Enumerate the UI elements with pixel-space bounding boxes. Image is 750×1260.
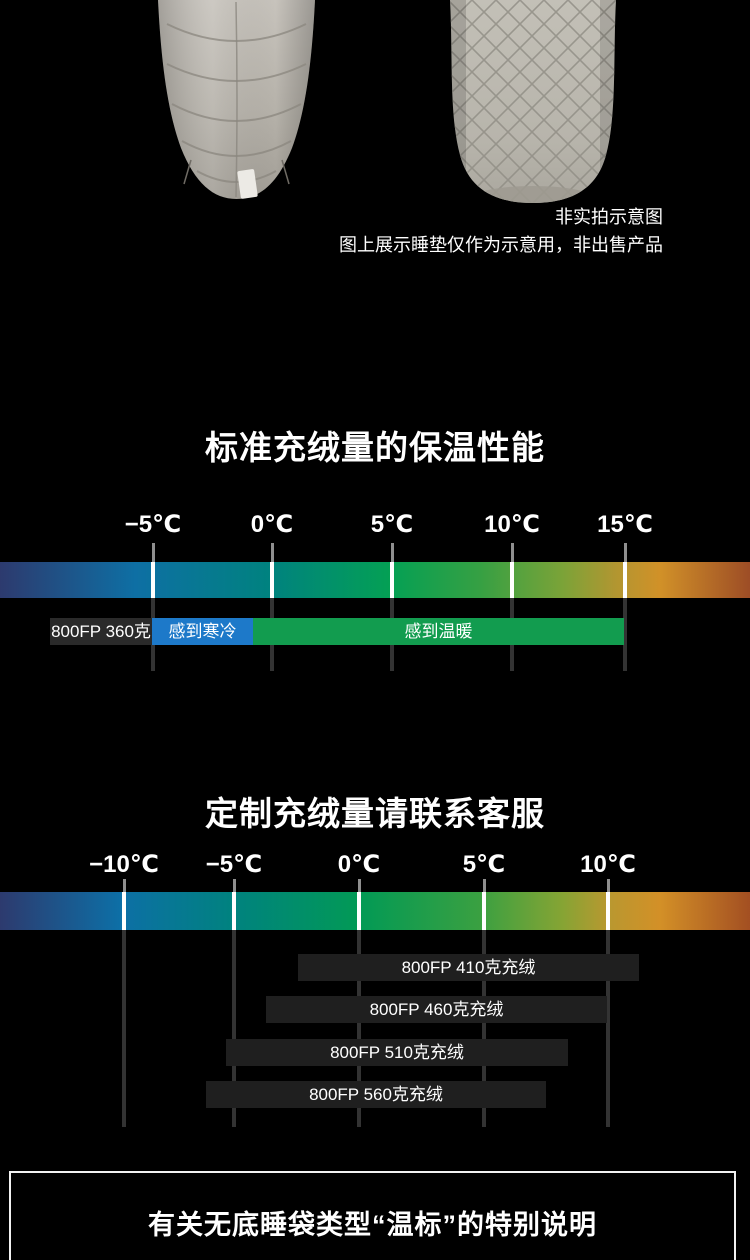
tick-line-bar [357, 892, 361, 930]
tick-line-bar [623, 562, 627, 598]
tick-label: 0℃ [250, 511, 294, 538]
tick-line-lower [232, 930, 236, 1127]
tick-line-lower [623, 598, 627, 671]
tick-line-bar [482, 892, 486, 930]
range-segment: 感到温暖 [253, 618, 624, 645]
tick-line-lower [122, 930, 126, 1127]
disclaimer-line1: 非实拍示意图 [555, 207, 663, 227]
tick-line-lower [270, 598, 274, 671]
tick-line-upper [270, 543, 274, 562]
disclaimer-line2: 图上展示睡垫仅作为示意用，非出售产品 [339, 235, 663, 255]
custom-fill-section-title: 定制充绒量请联系客服 [205, 795, 545, 832]
tick-line-upper [232, 879, 236, 892]
footer-note-title: 有关无底睡袋类型“温标”的特别说明 [148, 1210, 597, 1240]
range-segment: 800FP 360克 [50, 618, 152, 645]
tick-label: 10℃ [484, 511, 540, 538]
sleeping-bag-image [158, 0, 315, 199]
tick-line-upper [482, 879, 486, 892]
temperature-gradient-bar [0, 562, 750, 598]
footer-note-box: 有关无底睡袋类型“温标”的特别说明 [9, 1171, 736, 1260]
tick-line-upper [122, 879, 126, 892]
tick-line-lower [357, 930, 361, 1127]
tick-line-bar [232, 892, 236, 930]
temperature-gradient-bar [0, 892, 750, 930]
tick-label: 5℃ [462, 851, 506, 878]
tick-line-bar [122, 892, 126, 930]
sleeping-pad-image [450, 0, 616, 203]
tick-line-lower [390, 598, 394, 671]
tick-line-upper [606, 879, 610, 892]
tick-line-bar [270, 562, 274, 598]
tick-label: 5℃ [370, 511, 414, 538]
tick-line-bar [151, 562, 155, 598]
fill-weight-bar: 800FP 460克充绒 [266, 996, 607, 1023]
range-segment: 感到寒冷 [152, 618, 253, 645]
tick-line-bar [606, 892, 610, 930]
tick-label: 15℃ [597, 511, 653, 538]
tick-line-upper [357, 879, 361, 892]
tick-line-lower [606, 930, 610, 1127]
tick-line-bar [510, 562, 514, 598]
tick-line-bar [390, 562, 394, 598]
tick-line-upper [390, 543, 394, 562]
fill-weight-bar: 800FP 510克充绒 [226, 1039, 568, 1066]
fill-weight-bar: 800FP 410克充绒 [298, 954, 639, 981]
tick-line-lower [482, 930, 486, 1127]
tick-label: −5℃ [124, 511, 182, 538]
tick-label: −5℃ [205, 851, 263, 878]
tick-label: −10℃ [89, 851, 159, 878]
image-disclaimer: 非实拍示意图 图上展示睡垫仅作为示意用，非出售产品 [339, 203, 663, 259]
tick-label: 10℃ [580, 851, 636, 878]
tick-line-upper [151, 543, 155, 562]
tick-line-upper [623, 543, 627, 562]
standard-fill-section-title: 标准充绒量的保温性能 [205, 429, 545, 466]
tick-label: 0℃ [337, 851, 381, 878]
product-image-section: 非实拍示意图 图上展示睡垫仅作为示意用，非出售产品 [0, 0, 750, 260]
tick-line-lower [510, 598, 514, 671]
fill-weight-bar: 800FP 560克充绒 [206, 1081, 546, 1108]
tick-line-lower [151, 598, 155, 671]
tick-line-upper [510, 543, 514, 562]
